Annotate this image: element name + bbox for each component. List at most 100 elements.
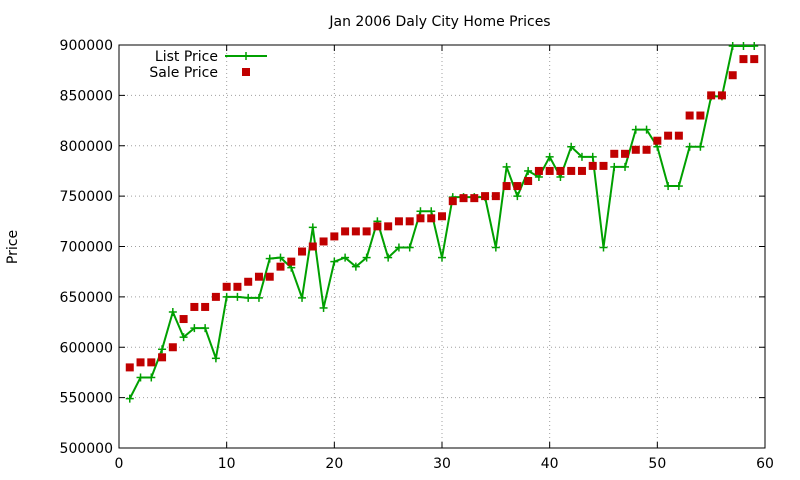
sale-price-point — [265, 272, 274, 281]
list-price-point — [254, 293, 263, 302]
sale-price-point — [201, 302, 210, 311]
y-tick-label: 650000 — [60, 290, 113, 306]
sale-price-point — [459, 194, 468, 203]
list-price-point — [599, 243, 608, 252]
sale-price-point — [642, 145, 651, 154]
list-price-point — [739, 42, 748, 51]
sale-price-point — [319, 237, 328, 246]
list-price-point — [244, 293, 253, 302]
list-price-point — [211, 354, 220, 363]
list-price-point — [642, 125, 651, 134]
sale-price-point — [416, 214, 425, 223]
sale-price-point — [513, 182, 522, 191]
list-price-point — [298, 293, 307, 302]
sale-price-point — [276, 262, 285, 271]
sale-price-point — [233, 282, 242, 291]
y-axis-label: Price — [5, 230, 21, 264]
sale-price-point — [491, 192, 500, 201]
y-tick-label: 600000 — [60, 340, 113, 356]
sale-price-point — [545, 166, 554, 175]
list-price-point — [416, 207, 425, 216]
chart-title: Jan 2006 Daly City Home Prices — [328, 14, 550, 30]
sale-price-point — [588, 161, 597, 170]
y-tick-label: 850000 — [60, 88, 113, 104]
list-price-point — [728, 42, 737, 51]
list-price-point — [567, 142, 576, 151]
list-price-point — [125, 394, 134, 403]
sale-price-point — [577, 166, 586, 175]
x-tick-label: 50 — [648, 456, 666, 472]
sale-price-point — [244, 277, 253, 286]
list-price-point — [545, 152, 554, 161]
sale-price-point — [427, 214, 436, 223]
list-price-point — [201, 324, 210, 333]
list-price-point — [664, 182, 673, 191]
y-tick-label: 700000 — [60, 240, 113, 256]
sale-price-point — [524, 177, 533, 186]
list-price-point — [491, 243, 500, 252]
sale-price-point — [728, 71, 737, 80]
series-sale-price — [125, 55, 759, 372]
y-tick-label: 500000 — [60, 441, 113, 457]
data-series — [125, 42, 759, 403]
sale-price-point — [147, 358, 156, 367]
list-price-point — [427, 207, 436, 216]
list-price-point — [631, 125, 640, 134]
list-price-point — [308, 223, 317, 232]
list-price-point — [438, 253, 446, 262]
sale-price-point — [664, 131, 673, 140]
sale-price-point — [696, 111, 705, 120]
series-list-price — [125, 42, 759, 403]
sale-price-point — [631, 145, 640, 154]
list-price-point — [577, 152, 586, 161]
sale-price-point — [448, 197, 457, 206]
sale-price-point — [341, 227, 350, 236]
sale-price-point — [599, 161, 608, 170]
list-price-point — [190, 324, 199, 333]
sale-price-point — [351, 227, 360, 236]
x-tick-label: 10 — [218, 456, 236, 472]
sale-price-point — [394, 217, 403, 226]
sale-price-point — [653, 136, 662, 145]
legend-marker — [242, 68, 250, 76]
list-price-point — [588, 152, 597, 161]
y-tick-label: 900000 — [60, 38, 113, 54]
sale-price-point — [211, 292, 220, 301]
sale-price-point — [405, 217, 414, 226]
legend-marker — [242, 52, 250, 60]
sale-price-point — [481, 192, 490, 201]
y-tick-label: 800000 — [60, 139, 113, 155]
sale-price-point — [125, 363, 134, 372]
legend-label: List Price — [155, 49, 218, 65]
sale-price-point — [470, 194, 479, 203]
list-price-point — [394, 243, 403, 252]
sale-price-point — [298, 247, 307, 256]
sale-price-point — [739, 55, 748, 64]
sale-price-point — [707, 91, 716, 100]
sale-price-point — [556, 166, 565, 175]
sale-price-point — [750, 55, 759, 64]
list-price-point — [384, 253, 393, 262]
legend-label: Sale Price — [149, 65, 218, 81]
sale-price-point — [567, 166, 576, 175]
list-price-point — [405, 243, 414, 252]
list-price-point — [168, 307, 177, 316]
list-price-point — [276, 253, 285, 262]
sale-price-point — [610, 149, 619, 158]
list-price-point — [696, 142, 705, 151]
sale-price-point — [438, 212, 446, 221]
list-price-point — [621, 162, 630, 171]
sale-price-point — [254, 272, 263, 281]
sale-price-point — [502, 182, 511, 191]
sale-price-point — [308, 242, 317, 251]
sale-price-point — [136, 358, 145, 367]
list-price-point — [674, 182, 683, 191]
list-price-point — [513, 192, 522, 201]
list-price-point — [524, 166, 533, 175]
y-tick-label: 750000 — [60, 189, 113, 205]
y-tick-label: 550000 — [60, 391, 113, 407]
sale-price-point — [674, 131, 683, 140]
list-price-point — [147, 373, 156, 382]
